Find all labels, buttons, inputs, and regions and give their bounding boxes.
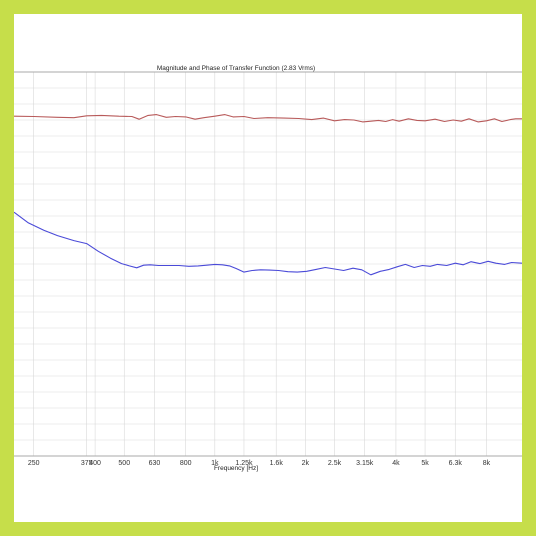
x-axis-label: Frequency [Hz] <box>214 465 258 472</box>
x-tick-label: 1.6k <box>270 460 284 467</box>
phase-line <box>14 114 522 123</box>
chart: Magnitude and Phase of Transfer Function… <box>14 65 522 472</box>
x-tick-label: 800 <box>180 460 192 467</box>
x-tick-label: 1k <box>211 460 219 467</box>
x-tick-label: 375 <box>81 460 93 467</box>
grid <box>14 72 522 456</box>
series-layer <box>14 114 522 276</box>
x-tick-label: 8k <box>483 460 491 467</box>
x-tick-label: 630 <box>149 460 161 467</box>
x-tick-label: 2k <box>302 460 310 467</box>
chart-frame: Magnitude and Phase of Transfer Function… <box>14 14 522 522</box>
x-tick-label: 3.15k <box>356 460 374 467</box>
x-tick-label: 6.3k <box>449 460 463 467</box>
x-tick-label: 4k <box>392 460 400 467</box>
x-tick-label: 1.25k <box>235 460 253 467</box>
x-tick-label: 250 <box>28 460 40 467</box>
x-tick-label: 400 <box>89 460 101 467</box>
x-tick-label: 500 <box>118 460 130 467</box>
chart-title: Magnitude and Phase of Transfer Function… <box>157 65 315 72</box>
magnitude-line <box>14 211 522 276</box>
x-tick-label: 2.5k <box>328 460 342 467</box>
x-tick-label: 5k <box>421 460 429 467</box>
